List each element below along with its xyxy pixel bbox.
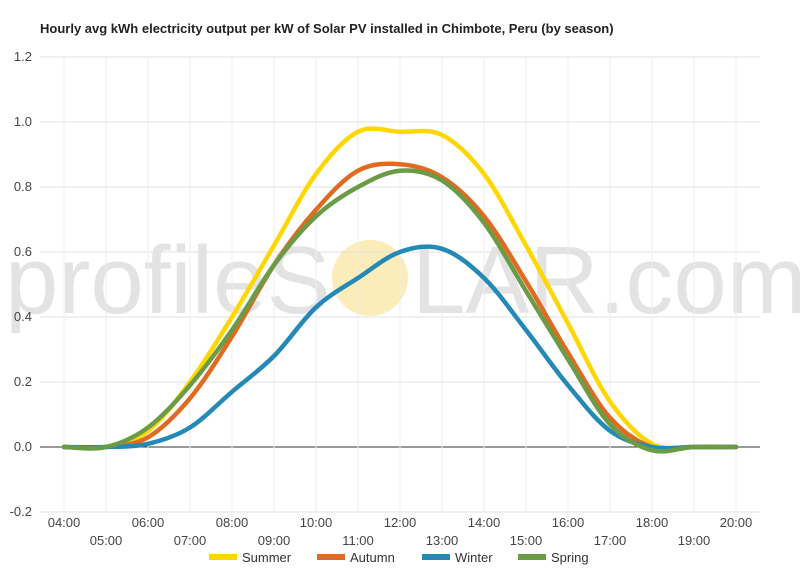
y-tick-label: 1.0 (14, 114, 32, 129)
watermark-text-right: LAR.com (412, 227, 800, 334)
x-tick-label: 15:00 (510, 533, 543, 548)
y-axis-ticks: -0.2 0.0 0.2 0.4 0.6 0.8 1.0 1.2 (10, 49, 32, 519)
x-tick-label: 17:00 (594, 533, 627, 548)
legend-item-winter: Winter (422, 550, 493, 565)
x-tick-label: 18:00 (636, 515, 669, 530)
legend-label: Spring (551, 550, 589, 565)
legend-swatch (317, 554, 345, 560)
legend: Summer Autumn Winter Spring (209, 550, 589, 565)
legend-label: Winter (455, 550, 493, 565)
series-line-spring (61, 168, 739, 454)
legend-item-autumn: Autumn (317, 550, 395, 565)
x-tick-label: 09:00 (258, 533, 291, 548)
x-tick-label: 12:00 (384, 515, 417, 530)
x-tick-label: 20:00 (720, 515, 753, 530)
x-tick-label: 08:00 (216, 515, 249, 530)
y-tick-label: 0.2 (14, 374, 32, 389)
x-tick-label: 10:00 (300, 515, 333, 530)
watermark: profileS LAR.com (5, 227, 800, 334)
x-axis-ticks: 04:00 05:00 06:00 07:00 08:00 09:00 10:00 11:00… (48, 515, 753, 548)
legend-swatch (518, 554, 546, 560)
x-tick-label: 04:00 (48, 515, 81, 530)
legend-item-spring: Spring (518, 550, 589, 565)
x-tick-label: 16:00 (552, 515, 585, 530)
x-tick-label: 05:00 (90, 533, 123, 548)
x-tick-label: 14:00 (468, 515, 501, 530)
y-tick-label: 1.2 (14, 49, 32, 64)
series-line-winter (61, 244, 739, 451)
y-tick-label: -0.2 (10, 504, 32, 519)
y-tick-label: 0.6 (14, 244, 32, 259)
legend-swatch (209, 554, 237, 560)
x-tick-label: 07:00 (174, 533, 207, 548)
legend-swatch (422, 554, 450, 560)
legend-label: Autumn (350, 550, 395, 565)
y-tick-label: 0.0 (14, 439, 32, 454)
y-tick-label: 0.4 (14, 309, 32, 324)
legend-item-summer: Summer (209, 550, 292, 565)
legend-label: Summer (242, 550, 292, 565)
watermark-text-left: profileS (5, 227, 331, 334)
x-tick-label: 19:00 (678, 533, 711, 548)
chart-title: Hourly avg kWh electricity output per kW… (40, 21, 614, 36)
series-lines (61, 126, 739, 454)
x-tick-label: 13:00 (426, 533, 459, 548)
x-tick-label: 06:00 (132, 515, 165, 530)
x-tick-label: 11:00 (342, 533, 374, 548)
y-tick-label: 0.8 (14, 179, 32, 194)
series-line-autumn (61, 161, 739, 452)
